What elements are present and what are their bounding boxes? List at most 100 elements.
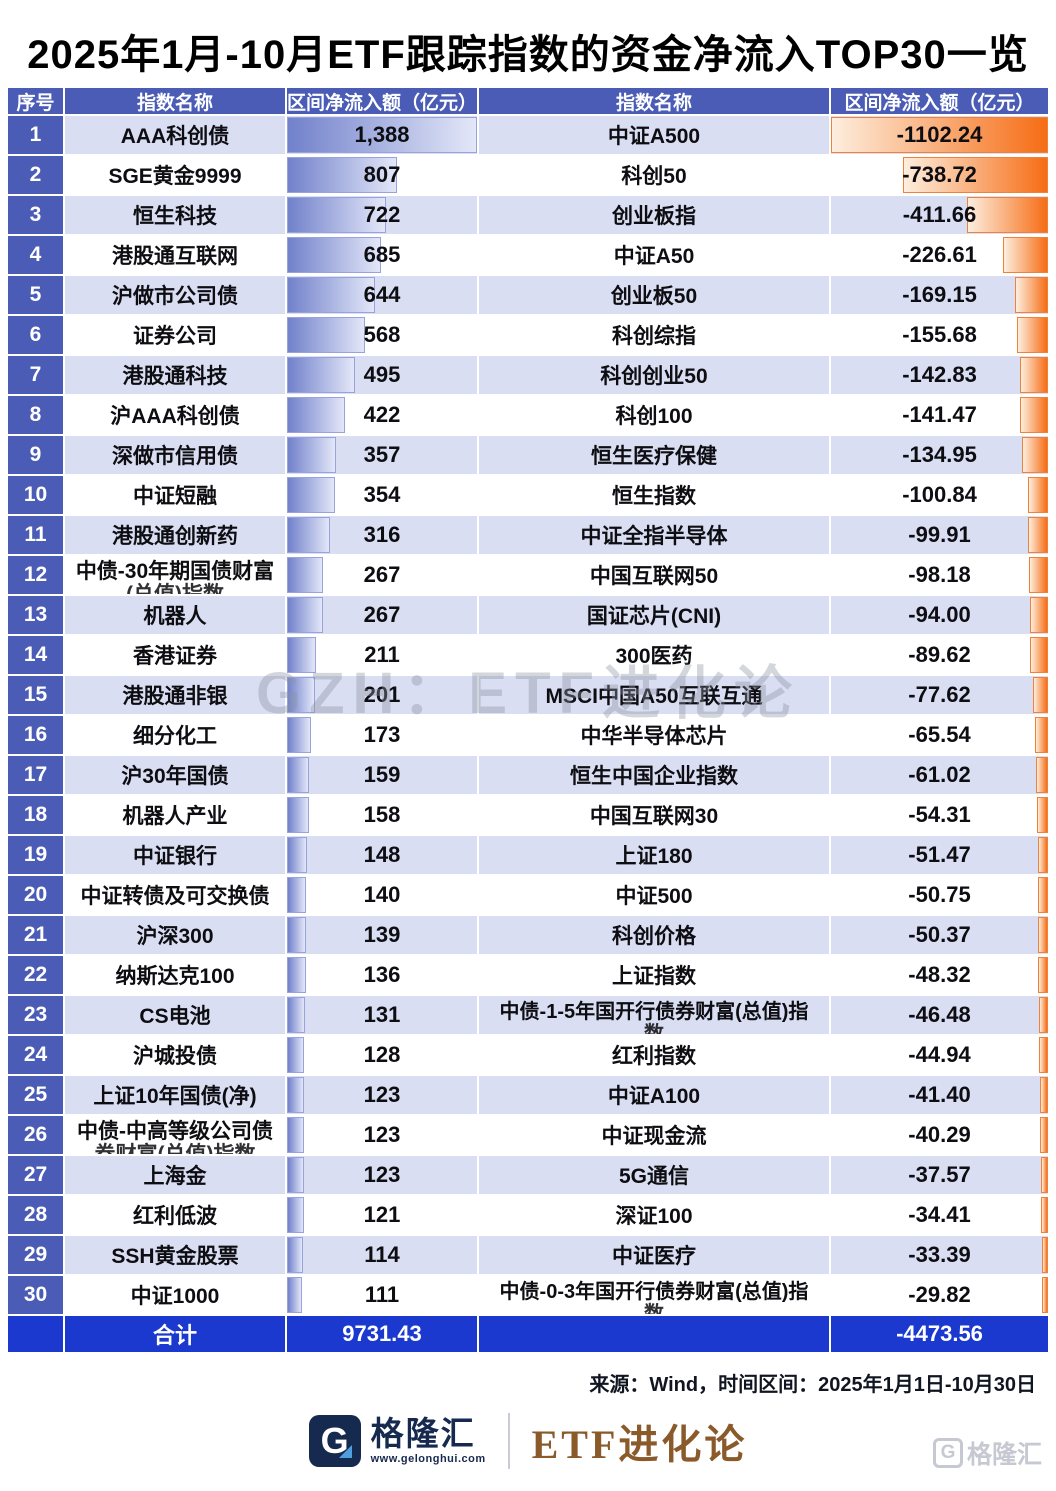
rank-cell: 4: [8, 236, 63, 274]
table-row: 25 上证10年国债(净) 123 中证A100 -41.40: [8, 1076, 1048, 1114]
outflow-index-name: 创业板指: [479, 196, 829, 234]
outflow-value-cell: -1102.24: [831, 116, 1048, 154]
rank-cell: 13: [8, 596, 63, 634]
table-row: 26 中债-中高等级公司债券财富(总值)指数 123 中证现金流 -40.29: [8, 1116, 1048, 1154]
inflow-value: 123: [363, 1082, 401, 1107]
inflow-value: 201: [363, 682, 401, 707]
outflow-value: -50.37: [908, 922, 971, 947]
inflow-bar: [287, 157, 398, 193]
outflow-bar: [1014, 277, 1048, 313]
inflow-value: 121: [363, 1202, 401, 1227]
inflow-value: 158: [363, 802, 401, 827]
inflow-index-name: 深做市信用债: [65, 436, 285, 474]
inflow-index-name: 沪城投债: [65, 1036, 285, 1074]
outflow-value-cell: -41.40: [831, 1076, 1048, 1114]
rank-cell: 20: [8, 876, 63, 914]
outflow-value: -34.41: [908, 1202, 971, 1227]
inflow-value: 148: [363, 842, 401, 867]
brand-name: 格隆汇: [370, 1415, 476, 1452]
inflow-bar: [287, 637, 316, 673]
outflow-value: -411.66: [902, 202, 977, 227]
inflow-value: 807: [363, 162, 401, 187]
inflow-index-name: 证券公司: [65, 316, 285, 354]
outflow-bar: [967, 197, 1048, 233]
inflow-bar: [287, 517, 331, 553]
rank-cell: 24: [8, 1036, 63, 1074]
outflow-bar: [1021, 437, 1048, 473]
outflow-bar: [1038, 997, 1048, 1033]
outflow-bar: [1038, 917, 1048, 953]
outflow-index-name: 中证A50: [479, 236, 829, 274]
outflow-bar: [1040, 1157, 1048, 1193]
outflow-index-name: 科创综指: [479, 316, 829, 354]
outflow-index-name: 科创价格: [479, 916, 829, 954]
outflow-value-cell: -134.95: [831, 436, 1048, 474]
outflow-value: -54.31: [908, 802, 971, 827]
outflow-value: -37.57: [908, 1162, 971, 1187]
outflow-index-name: 科创创业50: [479, 356, 829, 394]
corner-watermark-logo: G: [932, 1438, 963, 1468]
inflow-bar: [287, 317, 365, 353]
inflow-value-cell: 148: [287, 836, 477, 874]
inflow-index-name: 细分化工: [65, 716, 285, 754]
inflow-index-name: 沪30年国债: [65, 756, 285, 794]
outflow-index-name: 中证现金流: [479, 1116, 829, 1154]
table-row: 2 SGE黄金9999 807 科创50 -738.72: [8, 156, 1048, 194]
total-inflow-value: 9731.43: [287, 1316, 477, 1352]
outflow-value-cell: -46.48: [831, 996, 1048, 1034]
inflow-index-name: 上海金: [65, 1156, 285, 1194]
table-row: 13 机器人 267 国证芯片(CNI) -94.00: [8, 596, 1048, 634]
inflow-bar: [287, 397, 345, 433]
outflow-index-name: 中证A100: [479, 1076, 829, 1114]
outflow-value-cell: -40.29: [831, 1116, 1048, 1154]
outflow-value: -48.32: [908, 962, 971, 987]
inflow-bar: [287, 957, 306, 993]
inflow-index-name: 港股通创新药: [65, 516, 285, 554]
table-row: 11 港股通创新药 316 中证全指半导体 -99.91: [8, 516, 1048, 554]
inflow-value: 722: [363, 202, 401, 227]
inflow-bar: [287, 237, 381, 273]
table-row: 16 细分化工 173 中华半导体芯片 -65.54: [8, 716, 1048, 754]
outflow-index-name: 中国互联网30: [479, 796, 829, 834]
inflow-value: 140: [363, 882, 401, 907]
inflow-bar: [287, 797, 309, 833]
inflow-index-name: 港股通非银: [65, 676, 285, 714]
outflow-bar: [1003, 237, 1048, 273]
outflow-value-cell: -155.68: [831, 316, 1048, 354]
outflow-value: -46.48: [908, 1002, 971, 1027]
outflow-bar: [1039, 1077, 1048, 1113]
inflow-value-cell: 140: [287, 876, 477, 914]
table-total-row: 合计 9731.43 -4473.56: [8, 1316, 1048, 1352]
table-row: 14 香港证券 211 300医药 -89.62: [8, 636, 1048, 674]
outflow-bar: [1042, 1277, 1048, 1313]
inflow-index-name: 沪深300: [65, 916, 285, 954]
outflow-bar: [1028, 517, 1048, 553]
rank-cell: 14: [8, 636, 63, 674]
inflow-bar: [287, 757, 309, 793]
inflow-value-cell: 685: [287, 236, 477, 274]
inflow-index-name: 港股通互联网: [65, 236, 285, 274]
inflow-value: 123: [363, 1162, 401, 1187]
outflow-value-cell: -50.75: [831, 876, 1048, 914]
rank-cell: 21: [8, 916, 63, 954]
inflow-index-name: CS电池: [65, 996, 285, 1034]
table-row: 1 AAA科创债 1,388 中证A500 -1102.24: [8, 116, 1048, 154]
inflow-index-name: 机器人: [65, 596, 285, 634]
outflow-value: -169.15: [902, 282, 977, 307]
table-body: 1 AAA科创债 1,388 中证A500 -1102.24 2 SGE黄金99…: [8, 116, 1048, 1314]
inflow-value-cell: 123: [287, 1116, 477, 1154]
inflow-index-name: 沪AAA科创债: [65, 396, 285, 434]
inflow-bar: [287, 1157, 304, 1193]
inflow-index-name: 香港证券: [65, 636, 285, 674]
inflow-value: 357: [363, 442, 401, 467]
table-row: 8 沪AAA科创债 422 科创100 -141.47: [8, 396, 1048, 434]
inflow-value-cell: 201: [287, 676, 477, 714]
outflow-bar: [1019, 357, 1048, 393]
inflow-value-cell: 644: [287, 276, 477, 314]
inflow-value-cell: 354: [287, 476, 477, 514]
outflow-value: -134.95: [902, 442, 977, 467]
inflow-index-name: SGE黄金9999: [65, 156, 285, 194]
inflow-value-cell: 357: [287, 436, 477, 474]
table-row: 21 沪深300 139 科创价格 -50.37: [8, 916, 1048, 954]
